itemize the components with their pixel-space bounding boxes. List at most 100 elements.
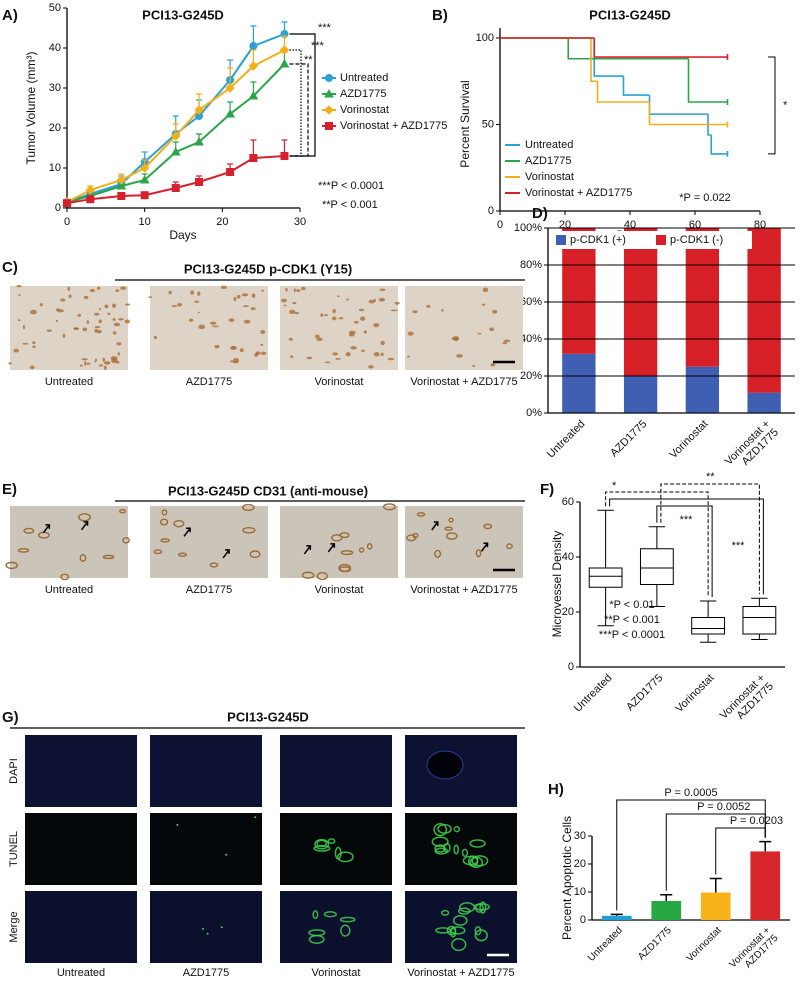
tunel-signal [339,916,356,923]
whisker-high [699,600,717,618]
legend-swatch [556,235,566,245]
cell-stain [32,345,36,348]
marker [63,199,71,208]
cell-stain [55,319,58,323]
cell-stain [289,309,296,314]
cell-stain [301,286,306,291]
marker [116,180,127,190]
x-tick-label: 10 [139,216,151,228]
marker [279,58,290,68]
cell-stain [77,314,82,317]
cell-stain [68,294,72,298]
y-tick-label: 0 [568,661,574,673]
cell-stain [230,360,234,363]
legend-label: Untreated [525,139,573,151]
column-label: Vorinostat [315,376,364,388]
cell-stain [250,307,256,311]
box [742,606,777,635]
cell-stain [168,290,172,295]
cell-stain [120,286,127,290]
error-bar [759,840,772,852]
survival-step [593,38,728,58]
vessel-stain [358,547,365,553]
significance-bracket [289,63,309,157]
y-tick-label: 40 [562,551,574,563]
cell-stain [93,312,100,316]
cell-stain [110,356,118,361]
survival-step [622,76,650,96]
tunel-signal [469,839,486,848]
nucleus-cluster [426,750,464,780]
vessel-stain [506,543,513,550]
y-tick-label: 0 [488,205,494,217]
cell-stain [387,357,395,361]
y-tick-label: 100% [514,222,542,234]
marker [249,154,258,162]
annotation: ***P < 0.0001 [318,180,384,192]
vessel-stain [445,532,458,540]
marker [195,178,204,186]
panel-label: G) [2,709,19,726]
cell-stain [290,355,294,358]
cell-stain [323,314,328,317]
cell-stain [117,352,121,356]
y-tick-label: 10 [574,886,586,898]
cell-stain [338,317,344,320]
y-tick-label: 60 [562,496,574,508]
cell-stain [345,352,351,357]
micrograph [10,506,128,578]
y-tick-label: 80% [520,259,542,271]
arrow [42,524,51,534]
tunel-signal [327,838,336,844]
bar-segment [685,366,720,413]
cell-stain [83,295,89,300]
legend-label: Untreated [340,72,388,84]
box [691,617,726,635]
cell-stain [220,285,227,290]
column-label: Vorinostat + AZD1775 [410,584,517,596]
bar-segment [562,353,596,413]
cell-stain [197,291,201,296]
cell-stain [360,316,366,321]
y-axis-label: Tumor Volume (mm³) [24,52,38,165]
y-tick-label: 0% [526,407,542,419]
micrograph [25,735,137,807]
vessel-stain [122,537,130,544]
cell-stain [294,312,299,315]
marker [325,74,333,82]
error-bar [660,894,673,901]
cell-stain [102,357,106,362]
cell-stain [232,361,239,364]
bar [651,900,682,920]
cell-stain [316,337,323,342]
significance-bracket [605,491,709,597]
vessel-stain [241,503,255,512]
cell-stain [368,299,375,304]
cell-stain [281,298,287,303]
x-tick-label: 30 [294,216,306,228]
cell-stain [292,301,297,305]
cell-stain [373,323,380,328]
chart-title: PCI13-G245D [589,7,671,22]
cell-stain [251,293,256,298]
tunel-signal [254,816,257,819]
cell-stain [67,286,71,291]
cell-stain [112,318,116,321]
marker [140,191,149,200]
cell-stain [32,341,36,345]
y-tick-label: 20% [520,370,542,382]
survival-step [648,102,728,126]
vessel-stain [249,550,261,559]
tunel-signal [451,937,467,952]
cell-stain [412,310,418,314]
vessel-stain [434,549,442,558]
cell-stain [345,298,349,301]
row-label: Merge [8,911,20,942]
cell-stain [29,365,35,370]
cell-stain [22,324,25,330]
arrow [183,527,191,537]
cell-stain [60,298,66,302]
y-tick-label: 60% [520,296,542,308]
cell-stain [39,303,43,307]
vessel-stain [160,538,170,543]
